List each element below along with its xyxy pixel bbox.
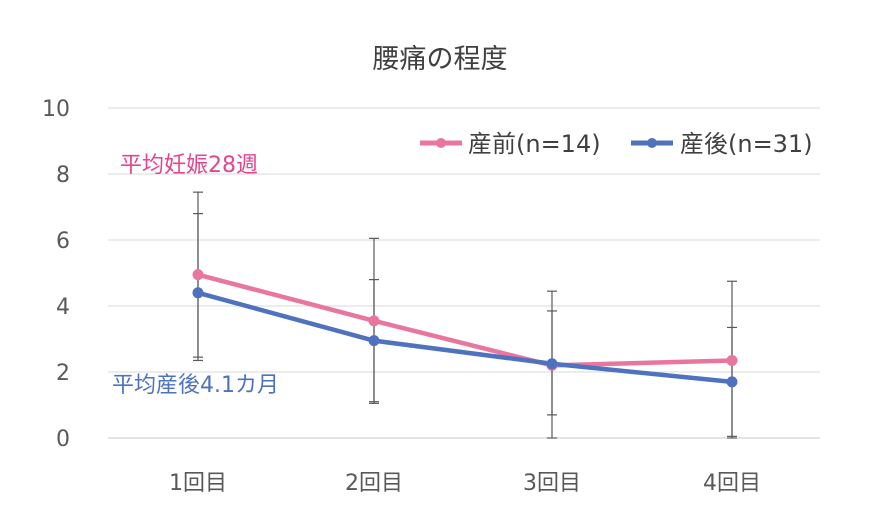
x-tick-label: 3回目 [523,471,581,496]
y-tick-label: 4 [56,295,70,320]
data-point [726,376,738,388]
legend-label-prenatal: 産前(n=14) [468,130,601,158]
legend-marker-prenatal [436,138,446,148]
x-tick-label: 1回目 [169,471,227,496]
chart-title: 腰痛の程度 [373,44,508,75]
legend: 産前(n=14) 産後(n=31) [420,130,813,158]
annotation-postpartum-months: 平均産後4.1カ月 [112,373,279,398]
x-tick-label: 2回目 [345,471,403,496]
data-point [726,354,738,366]
series-line-0 [195,272,735,368]
annotation-pregnancy-week: 平均妊娠28週 [120,153,258,178]
data-point [192,287,204,299]
data-point [368,315,380,327]
legend-item-prenatal: 産前(n=14) [420,130,601,158]
legend-label-postnatal: 産後(n=31) [680,130,813,158]
y-tick-label: 10 [42,97,70,122]
y-tick-label: 8 [56,163,70,188]
data-point [192,269,204,281]
data-point [368,335,380,347]
y-tick-label: 0 [56,427,70,452]
gridlines [108,107,820,439]
x-tick-label: 4回目 [703,471,761,496]
y-axis-ticks: 0 2 4 6 8 10 [42,97,70,452]
legend-item-postnatal: 産後(n=31) [631,130,813,158]
series-line-1 [195,290,735,385]
series-lines [195,272,735,385]
y-tick-label: 6 [56,229,70,254]
x-axis-ticks: 1回目 2回目 3回目 4回目 [169,471,761,496]
legend-marker-postnatal [647,138,657,148]
y-tick-label: 2 [56,361,70,386]
data-point [546,358,558,370]
series-points [192,269,738,388]
